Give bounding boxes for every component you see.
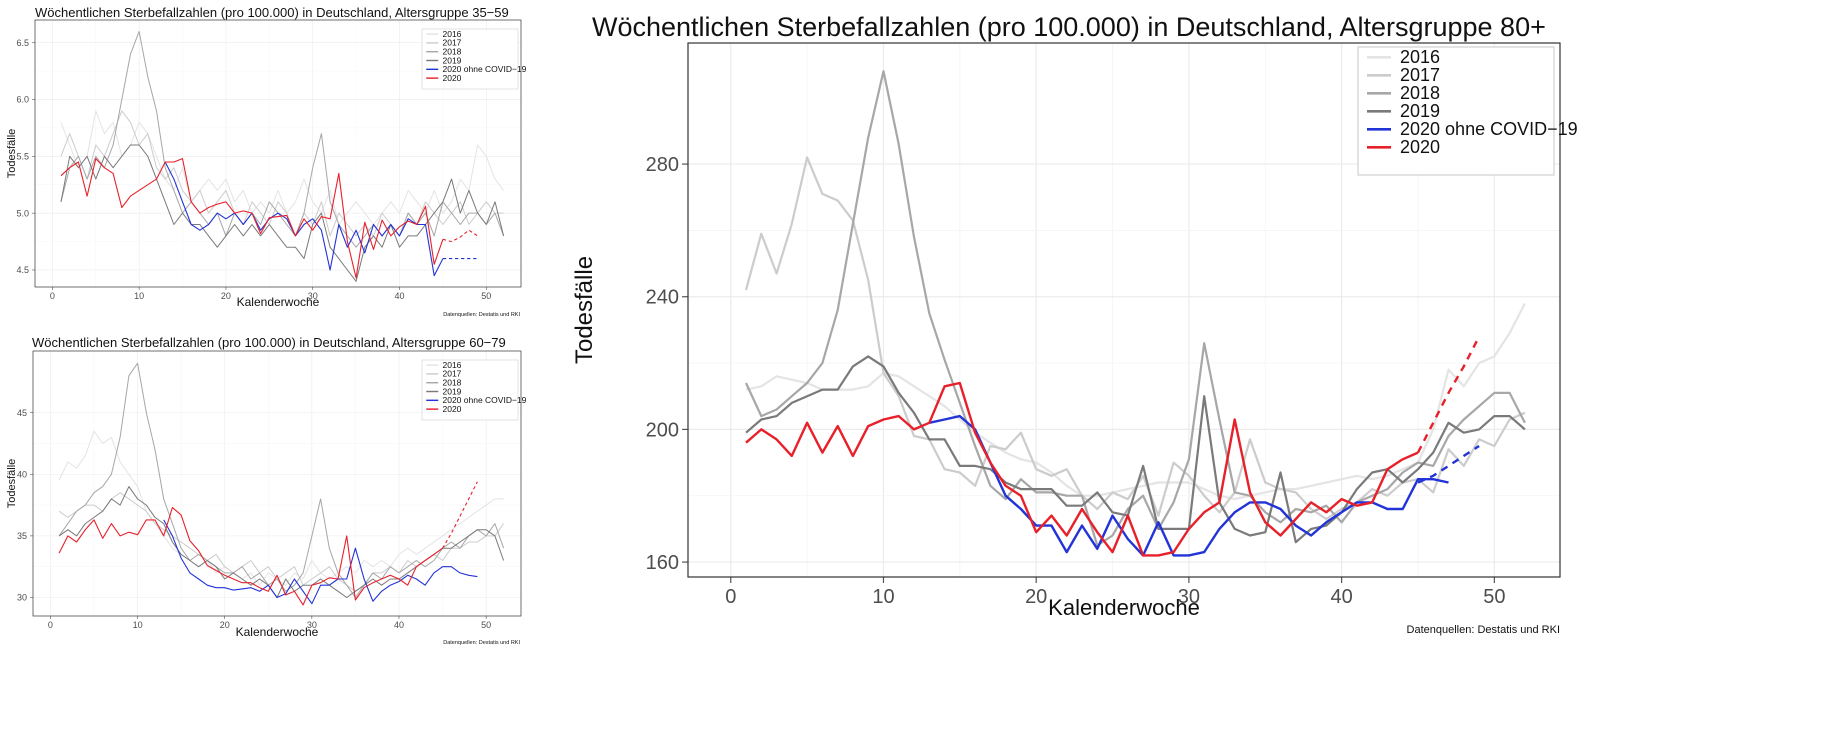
x-tick-label: 10 bbox=[133, 620, 143, 630]
legend-label: 2020 bbox=[1400, 137, 1440, 157]
legend-label: 2017 bbox=[443, 369, 462, 379]
y-tick-label: 5.5 bbox=[16, 151, 29, 161]
chart-svg: Wöchentlichen Sterbefallzahlen (pro 100.… bbox=[571, 12, 1578, 636]
y-tick-label: 240 bbox=[646, 287, 679, 309]
x-tick-label: 30 bbox=[308, 291, 318, 301]
y-tick-label: 35 bbox=[17, 531, 27, 541]
legend-label: 2019 bbox=[443, 55, 462, 65]
chart-panel-35-59: Wöchentlichen Sterbefallzahlen (pro 100.… bbox=[0, 0, 610, 375]
legend-label: 2020 bbox=[443, 404, 462, 414]
x-tick-label: 0 bbox=[50, 291, 55, 301]
legend-label: 2016 bbox=[443, 360, 462, 370]
y-tick-label: 4.5 bbox=[16, 265, 29, 275]
x-tick-label: 10 bbox=[872, 586, 894, 608]
legend-label: 2016 bbox=[443, 29, 462, 39]
series-line-2019 bbox=[60, 144, 505, 282]
chart-svg: Wöchentlichen Sterbefallzahlen (pro 100.… bbox=[6, 335, 527, 646]
y-tick-label: 200 bbox=[646, 419, 679, 441]
y-tick-label: 30 bbox=[17, 593, 27, 603]
x-tick-label: 30 bbox=[1178, 586, 1200, 608]
legend-label: 2020 ohne COVID−19 bbox=[1400, 119, 1578, 139]
x-tick-label: 10 bbox=[134, 291, 144, 301]
x-tick-label: 50 bbox=[481, 620, 491, 630]
series-line-2020 bbox=[745, 381, 1419, 557]
chart-title: Wöchentlichen Sterbefallzahlen (pro 100.… bbox=[592, 12, 1546, 42]
x-axis-title: Kalenderwoche bbox=[237, 295, 320, 309]
y-tick-label: 280 bbox=[646, 154, 679, 176]
legend-box bbox=[421, 28, 519, 90]
series-line-2020 bbox=[60, 158, 444, 279]
legend-label: 2020 ohne COVID−19 bbox=[443, 395, 527, 405]
x-tick-label: 50 bbox=[1483, 586, 1505, 608]
y-tick-label: 6.5 bbox=[16, 38, 29, 48]
x-tick-label: 20 bbox=[1025, 586, 1047, 608]
chart-svg: Wöchentlichen Sterbefallzahlen (pro 100.… bbox=[6, 5, 527, 318]
x-tick-label: 50 bbox=[481, 291, 491, 301]
y-tick-label: 5.0 bbox=[16, 208, 29, 218]
x-tick-label: 0 bbox=[48, 620, 53, 630]
legend-label: 2018 bbox=[443, 378, 462, 388]
y-axis-title: Todesfälle bbox=[6, 459, 18, 509]
plot-border bbox=[32, 350, 522, 617]
x-tick-label: 40 bbox=[1330, 586, 1352, 608]
x-tick-label: 20 bbox=[221, 291, 231, 301]
legend-label: 2019 bbox=[1400, 101, 1440, 121]
series-line-2020-ohne-covid-19 bbox=[163, 519, 478, 605]
chart-panel-80plus: Wöchentlichen Sterbefallzahlen (pro 100.… bbox=[570, 0, 1821, 751]
y-axis-title: Todesfälle bbox=[571, 256, 598, 364]
x-axis-title: Kalenderwoche bbox=[236, 625, 319, 639]
series-line-2018 bbox=[744, 70, 1526, 547]
legend-label: 2017 bbox=[1400, 65, 1440, 85]
x-tick-label: 40 bbox=[394, 620, 404, 630]
x-axis-title: Kalenderwoche bbox=[1048, 595, 1200, 620]
legend-label: 2017 bbox=[443, 38, 462, 48]
series-line-2018 bbox=[60, 30, 505, 248]
x-tick-label: 20 bbox=[220, 620, 230, 630]
series-line-2020-ohne-covid-19 bbox=[929, 414, 1449, 557]
x-tick-label: 0 bbox=[725, 586, 736, 608]
series-line-2016 bbox=[58, 430, 504, 586]
source-note: Datenquellen: Destatis und RKI bbox=[443, 640, 520, 646]
plot-border bbox=[687, 42, 1561, 578]
legend-label: 2020 ohne COVID−19 bbox=[443, 64, 527, 74]
x-tick-label: 40 bbox=[394, 291, 404, 301]
plot-border bbox=[34, 19, 522, 288]
projection-line-2020 bbox=[1416, 335, 1481, 454]
series-line-2017 bbox=[60, 110, 504, 237]
chart-panel-60-79: Wöchentlichen Sterbefallzahlen (pro 100.… bbox=[0, 330, 610, 751]
y-tick-label: 40 bbox=[17, 469, 27, 479]
y-tick-label: 6.0 bbox=[16, 95, 29, 105]
chart-title: Wöchentlichen Sterbefallzahlen (pro 100.… bbox=[32, 335, 506, 350]
legend-label: 2019 bbox=[443, 386, 462, 396]
series-line-2019 bbox=[745, 355, 1526, 544]
legend-label: 2020 bbox=[443, 73, 462, 83]
source-note: Datenquellen: Destatis und RKI bbox=[1407, 624, 1560, 636]
series-line-2020 bbox=[58, 506, 443, 606]
legend-box bbox=[421, 359, 519, 421]
source-note: Datenquellen: Destatis und RKI bbox=[443, 312, 520, 318]
legend-label: 2016 bbox=[1400, 47, 1440, 67]
projection-line-2020 bbox=[442, 229, 478, 243]
chart-title: Wöchentlichen Sterbefallzahlen (pro 100.… bbox=[35, 5, 509, 20]
y-axis-title: Todesfälle bbox=[6, 129, 18, 179]
legend-label: 2018 bbox=[1400, 83, 1440, 103]
projection-line-2020-ohne-covid-19 bbox=[1417, 444, 1480, 484]
legend-label: 2018 bbox=[443, 47, 462, 57]
y-tick-label: 45 bbox=[17, 408, 27, 418]
series-line-2020-ohne-covid-19 bbox=[164, 161, 444, 277]
projection-line-2020 bbox=[442, 481, 478, 549]
y-tick-label: 160 bbox=[646, 552, 679, 574]
x-tick-label: 30 bbox=[307, 620, 317, 630]
